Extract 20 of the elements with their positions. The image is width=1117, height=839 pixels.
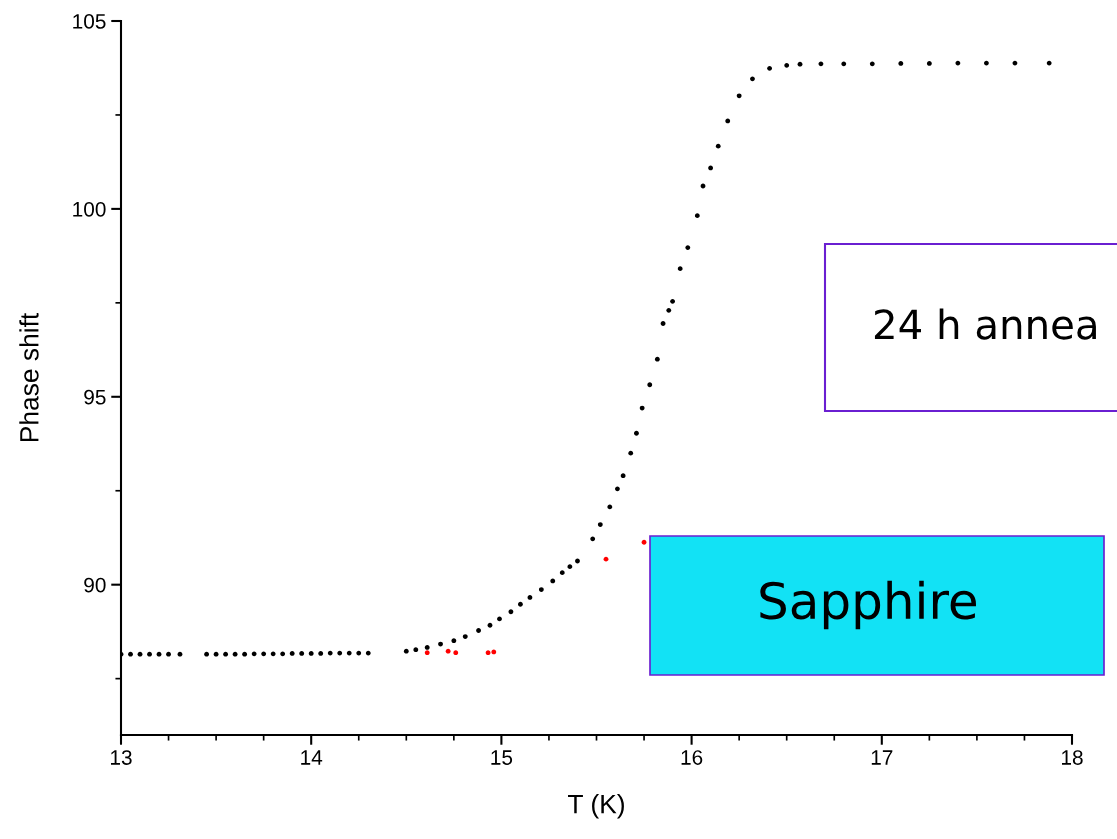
x-tick-label: 14 bbox=[301, 750, 323, 765]
x-tick-label: 16 bbox=[681, 750, 703, 765]
y-tick-label: 90 bbox=[84, 577, 106, 593]
y-tick-label: 100 bbox=[73, 201, 106, 217]
x-tick-label: 15 bbox=[491, 750, 513, 765]
point bbox=[641, 539, 647, 545]
annotation: Sapphire bbox=[760, 580, 976, 630]
y-axis-title: Phase shift bbox=[19, 312, 39, 442]
x-axis-title: T (K) bbox=[568, 794, 624, 819]
y-tick-label: 105 bbox=[73, 14, 106, 29]
y-tick-label: 95 bbox=[84, 389, 106, 405]
point bbox=[445, 648, 451, 654]
point bbox=[485, 650, 491, 656]
x-tick-label: 17 bbox=[871, 750, 893, 765]
point bbox=[491, 649, 497, 655]
x-tick-label: 13 bbox=[111, 750, 132, 765]
point bbox=[453, 650, 459, 656]
annotation: 24 h annea bbox=[874, 308, 1096, 340]
x-tick-label: 18 bbox=[1062, 750, 1083, 765]
point bbox=[424, 650, 430, 656]
